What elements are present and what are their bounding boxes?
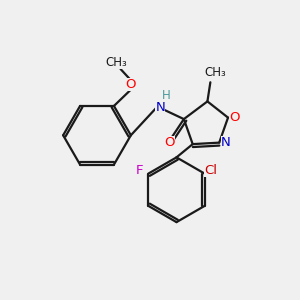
Text: Cl: Cl [204, 164, 217, 177]
Text: O: O [229, 111, 240, 124]
Text: N: N [221, 136, 230, 149]
Text: N: N [155, 101, 165, 114]
Text: O: O [126, 78, 136, 91]
Text: F: F [136, 164, 143, 177]
Text: CH₃: CH₃ [204, 66, 226, 80]
Text: H: H [162, 89, 171, 102]
Text: CH₃: CH₃ [105, 56, 127, 69]
Text: O: O [164, 136, 174, 149]
